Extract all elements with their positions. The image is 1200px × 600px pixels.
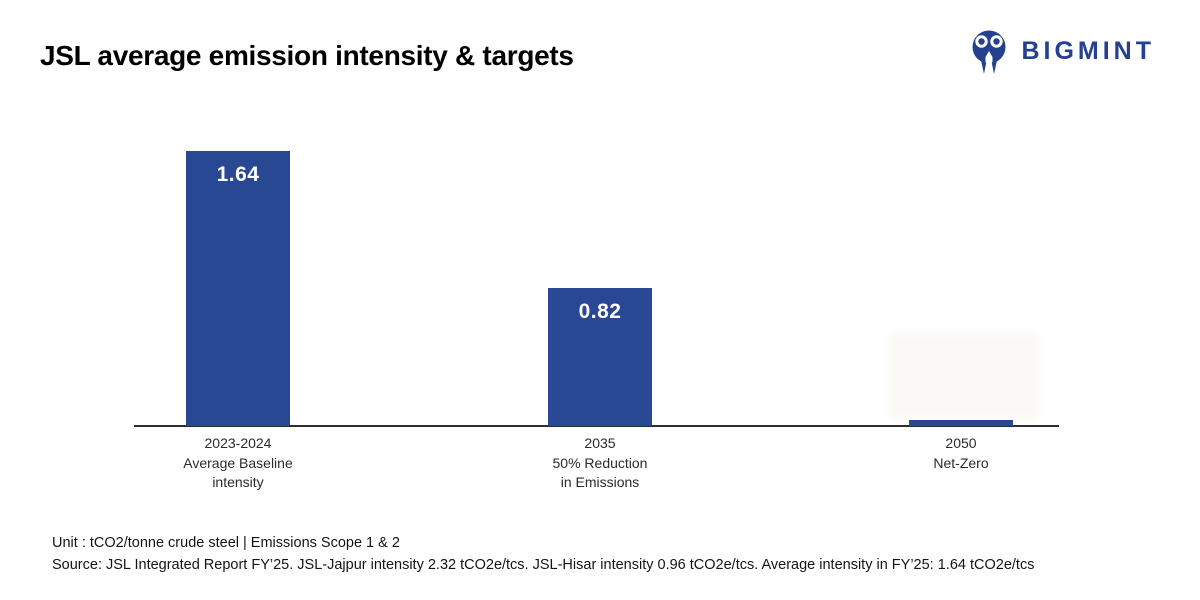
x-tick-label: 2035 50% Reduction in Emissions <box>552 435 648 490</box>
bar-value-label: 1.64 <box>216 163 260 186</box>
bar-value-label: 0.82 <box>578 300 622 323</box>
chart-footnotes: Unit : tCO2/tonne crude steel | Emission… <box>52 532 1034 576</box>
bigmint-people-icon <box>972 30 1006 76</box>
unit-note: Unit : tCO2/tonne crude steel | Emission… <box>52 535 400 551</box>
bigmint-logo: BIGMINT <box>966 26 1155 76</box>
x-tick-label: 2023-2024 Average Baseline intensity <box>183 435 293 490</box>
bar-2035: 0.82 <box>548 288 652 426</box>
chart-title: JSL average emission intensity & targets <box>40 40 574 71</box>
x-axis-line <box>134 425 1059 427</box>
x-tick-label: 2050 Net-Zero <box>933 435 989 471</box>
source-note: Source: JSL Integrated Report FY’25. JSL… <box>52 557 1035 573</box>
bar-2023-2024: 1.64 <box>186 151 290 426</box>
ghost-highlight <box>888 332 1040 420</box>
bigmint-logo-text: BIGMINT <box>1021 36 1155 65</box>
bar-2050 <box>909 420 1013 426</box>
